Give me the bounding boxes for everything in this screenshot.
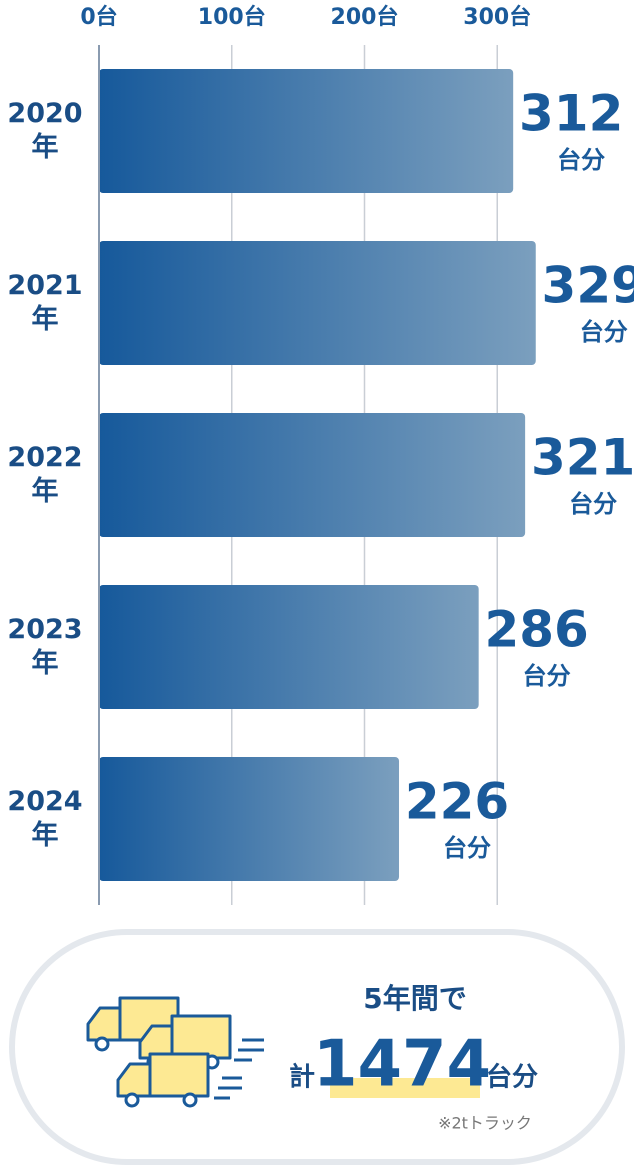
summary-note: ※2tトラック — [438, 1114, 532, 1133]
value-label: 312 — [519, 85, 623, 143]
summary-period: 5年間で — [363, 982, 466, 1015]
value-label: 226 — [405, 773, 509, 831]
x-tick-label: 200台 — [331, 4, 399, 30]
x-tick-label: 100台 — [198, 4, 266, 30]
summary-prefix: 計 — [289, 1062, 315, 1093]
x-tick-label: 0台 — [80, 4, 117, 30]
value-unit: 台分 — [557, 146, 605, 174]
bar — [99, 585, 479, 709]
value-label: 286 — [484, 601, 588, 659]
bar — [99, 413, 526, 537]
bar — [99, 241, 536, 365]
value-unit: 台分 — [523, 662, 571, 690]
summary-total: 1474 — [313, 1028, 491, 1102]
x-tick-label: 300台 — [463, 4, 531, 30]
value-label: 321 — [531, 429, 634, 487]
category-label: 2022年 — [7, 442, 83, 507]
summary-box — [9, 929, 625, 1165]
value-unit: 台分 — [443, 834, 491, 862]
bar — [99, 757, 400, 881]
value-label: 329 — [542, 257, 634, 315]
category-label: 2020年 — [7, 98, 83, 163]
summary-unit: 台分 — [486, 1062, 538, 1093]
bar — [99, 69, 514, 193]
category-label: 2024年 — [7, 786, 83, 851]
truck-icons — [86, 996, 264, 1108]
category-label: 2023年 — [7, 614, 83, 679]
value-unit: 台分 — [569, 490, 617, 518]
category-label: 2021年 — [7, 270, 83, 335]
value-unit: 台分 — [580, 318, 628, 346]
highlight — [330, 1078, 480, 1098]
